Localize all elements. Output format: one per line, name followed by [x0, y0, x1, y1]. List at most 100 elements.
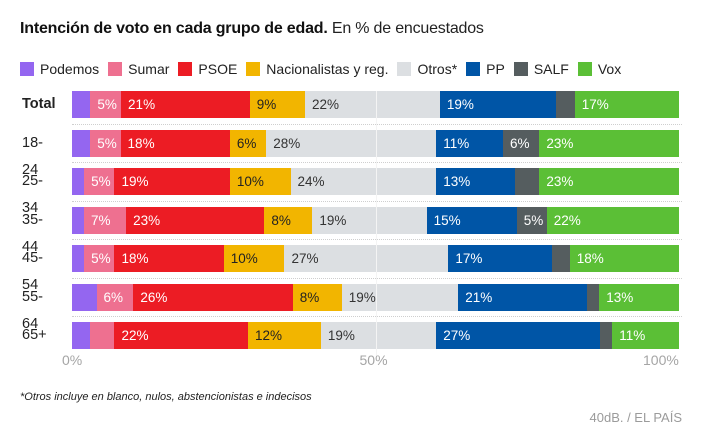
bar-segment-salf: 5% — [516, 206, 547, 234]
bar-segment-nacionalistas-y-reg: 8% — [264, 206, 313, 234]
data-label: 8% — [299, 289, 320, 305]
bar-segment-nacionalistas-y-reg: 10% — [223, 245, 285, 272]
stacked-bar: 5% 18% 6% 28% 11% 6% 23% — [72, 129, 679, 157]
bar-segment-sumar: 5% — [84, 168, 115, 195]
data-label: 21% — [128, 97, 156, 112]
data-label: 22% — [553, 212, 581, 228]
bar-segment-otros: 22% — [304, 91, 440, 118]
data-label: 10% — [236, 174, 264, 189]
bar-segment-nacionalistas-y-reg: 10% — [229, 168, 291, 195]
bar-segment-sumar: 5% — [90, 91, 122, 118]
data-label: 5% — [91, 174, 111, 189]
bar-segment-psoe: 22% — [114, 322, 249, 349]
bar-segment-sumar: 5% — [90, 129, 121, 157]
data-label: 27% — [443, 328, 471, 343]
bar-segment-salf — [556, 91, 575, 118]
bar-segment-nacionalistas-y-reg: 12% — [248, 322, 321, 349]
bar-segment-otros: 27% — [284, 245, 449, 272]
legend-swatch — [466, 62, 481, 76]
bar-segment-sumar: 5% — [84, 245, 115, 272]
data-label: 5% — [523, 212, 544, 228]
data-label: 15% — [433, 212, 461, 228]
legend-item: Otros* — [397, 61, 457, 77]
legend-label: SALF — [533, 61, 569, 77]
legend-item: SALF — [513, 61, 569, 77]
data-label: 18% — [576, 251, 604, 266]
legend-swatch — [178, 62, 193, 76]
data-label: 6% — [103, 289, 124, 305]
row-separator — [72, 277, 682, 279]
bar-segment-pp: 19% — [439, 91, 557, 118]
legend-item: PSOE — [178, 61, 237, 77]
category-label: 65+ — [22, 327, 47, 343]
bar-segment-vox: 22% — [546, 206, 679, 234]
data-label: 19% — [327, 328, 355, 343]
data-label: 19% — [121, 174, 149, 189]
bar-segment-salf: 6% — [502, 129, 540, 157]
data-label: 18% — [127, 135, 155, 151]
bar-segment-psoe: 23% — [126, 206, 265, 234]
bar-segment-pp: 11% — [436, 129, 503, 157]
bar-segment-podemos — [72, 283, 97, 311]
data-label: 26% — [140, 289, 168, 305]
data-label: 24% — [297, 174, 325, 189]
bar-segment-vox: 13% — [599, 283, 679, 311]
bar-segment-podemos — [72, 168, 85, 195]
data-label: 23% — [546, 135, 574, 151]
chart-subtitle: En % de encuestados — [331, 20, 484, 37]
data-label: 22% — [121, 328, 149, 343]
legend-label: Podemos — [40, 61, 100, 77]
legend-item: Podemos — [20, 61, 99, 77]
row-separator — [72, 239, 682, 240]
bar-segment-psoe: 26% — [133, 283, 293, 311]
data-label: 6% — [236, 135, 257, 151]
category-label: 25-34 — [22, 173, 43, 216]
bar-segment-podemos — [72, 129, 91, 157]
stacked-bar: 5% 21% 9% 22% 19% 17% — [72, 91, 679, 118]
bar-segment-vox: 23% — [539, 168, 679, 195]
data-label: 18% — [121, 251, 149, 266]
legend-item: PP — [466, 61, 505, 77]
bar-segment-podemos — [72, 245, 85, 272]
legend-swatch — [397, 62, 412, 76]
data-label: 21% — [465, 289, 493, 305]
bar-segment-salf — [600, 322, 613, 349]
bar-segment-salf — [551, 245, 570, 272]
x-tick-label: 0% — [62, 352, 83, 368]
legend-label: Vox — [597, 61, 622, 77]
legend-swatch — [20, 62, 34, 76]
footnote: *Otros incluye en blanco, nulos, abstenc… — [20, 391, 312, 403]
data-label: 10% — [230, 251, 258, 266]
data-label: 6% — [509, 135, 530, 151]
bar-segment-nacionalistas-y-reg: 6% — [229, 129, 267, 157]
legend-swatch — [513, 62, 528, 76]
stacked-bar: 5% 18% 10% 27% 17% 18% — [72, 245, 679, 272]
data-label: 5% — [97, 97, 117, 112]
legend-swatch — [577, 62, 592, 76]
bar-segment-vox: 18% — [569, 245, 679, 272]
bar-segment-vox: 11% — [612, 322, 679, 349]
legend-swatch — [108, 62, 123, 76]
data-label: 9% — [256, 97, 277, 112]
legend: Podemos Sumar PSOE Nacionalistas y reg. Otro… — [20, 61, 630, 77]
bar-segment-otros: 19% — [312, 206, 427, 234]
category-label: Total — [22, 96, 56, 112]
data-label: 17% — [581, 97, 609, 112]
bar-segment-psoe: 18% — [114, 245, 224, 272]
bar-segment-otros: 19% — [341, 283, 459, 311]
stacked-bar: 6% 26% 8% 19% 21% 13% — [72, 283, 679, 311]
chart-title-bold: Intención de voto en cada grupo de edad. — [20, 20, 328, 37]
stacked-bar: 22% 12% 19% 27% 11% — [72, 322, 679, 349]
data-label: 5% — [97, 135, 117, 151]
chart-title: Intención de voto en cada grupo de edad.… — [20, 20, 484, 38]
data-label: 13% — [443, 174, 471, 189]
legend-label: PP — [486, 61, 505, 77]
bar-segment-salf — [587, 283, 600, 311]
bar-segment-pp: 21% — [458, 283, 588, 311]
bar-segment-sumar: 6% — [96, 283, 134, 311]
data-label: 13% — [606, 289, 634, 305]
legend-swatch — [246, 62, 261, 76]
category-label: 55-64 — [22, 288, 43, 332]
bar-segment-otros: 24% — [290, 168, 437, 195]
bar-segment-psoe: 19% — [114, 168, 230, 195]
